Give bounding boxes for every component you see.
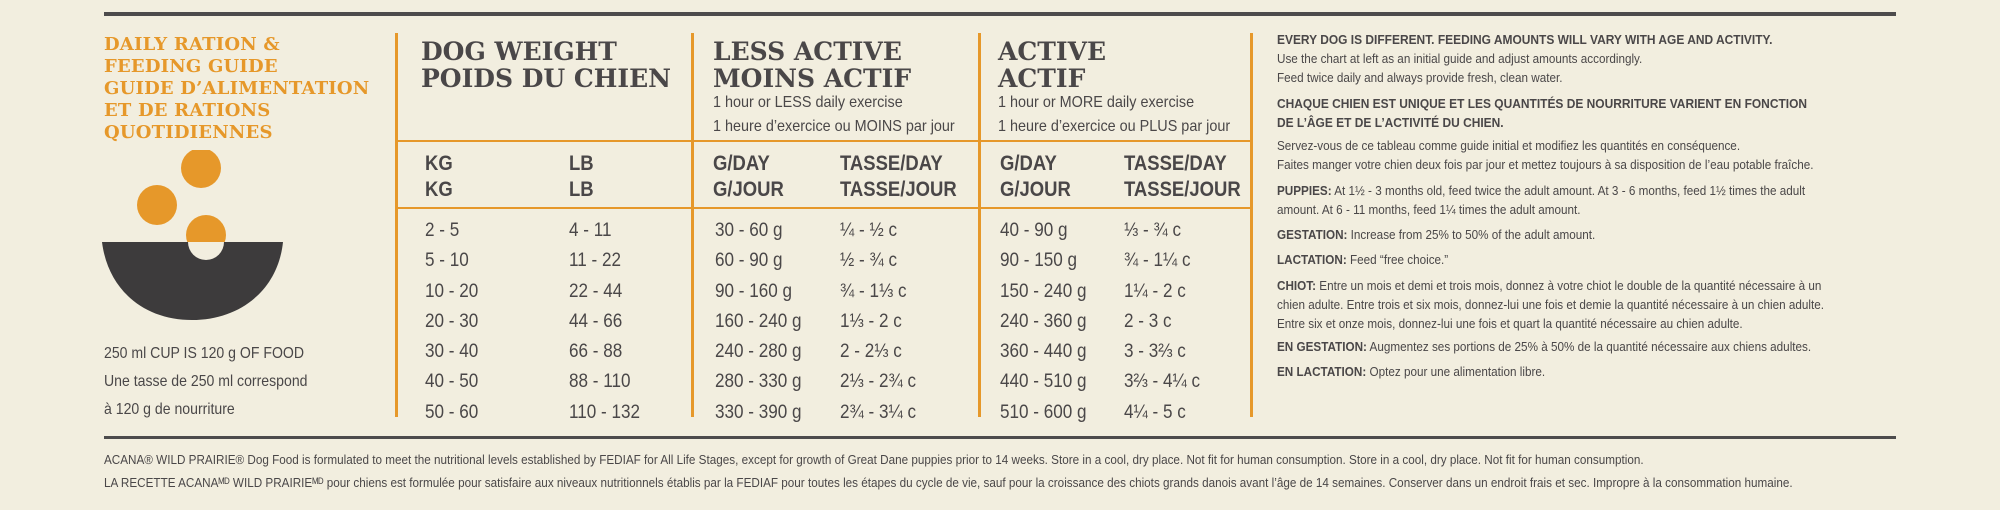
notes-life-stages-fr: CHIOT: Entre un mois et demi et trois mo…	[1277, 278, 1824, 379]
notes-fr: CHAQUE CHIEN EST UNIQUE ET LES QUANTITÉS…	[1277, 96, 1814, 172]
table-cell: 280 - 330 g	[715, 371, 802, 393]
table-cell: 20 - 30	[425, 310, 479, 332]
table-cell: 30 - 60 g	[715, 220, 783, 241]
column-divider	[395, 33, 398, 417]
notes-en: EVERY DOG IS DIFFERENT. FEEDING AMOUNTS …	[1277, 32, 1773, 85]
table-cell: 160 - 240 g	[715, 310, 802, 332]
table-cell: 11 - 22	[569, 250, 621, 272]
table-cell: 4 - 11	[569, 220, 612, 241]
table-cell: 60 - 90 g	[715, 250, 783, 272]
table-cell: 240 - 280 g	[715, 341, 802, 363]
table-cell: 22 - 44	[569, 280, 623, 302]
table-cell: ¾ - 1¼ c	[1124, 250, 1191, 272]
table-cell: 150 - 240 g	[1000, 280, 1087, 302]
table-cell: 240 - 360 g	[1000, 310, 1087, 332]
active-g-header: G/DAY G/JOUR	[1000, 152, 1071, 201]
cup-measure-note: 250 ml CUP IS 120 g OF FOOD Une tasse de…	[104, 345, 308, 418]
table-cell: 90 - 160 g	[715, 280, 793, 302]
legal-footer: ACANA® WILD PRAIRIE® Dog Food is formula…	[104, 452, 1793, 490]
table-cell: 50 - 60	[425, 401, 479, 423]
column-divider	[691, 33, 694, 417]
notes-life-stages-en: PUPPIES: At 1½ - 3 months old, feed twic…	[1277, 183, 1806, 267]
table-cell: 40 - 90 g	[1000, 220, 1068, 241]
table-cell: 3 - 3⅔ c	[1124, 341, 1186, 363]
less-active-grams: 30 - 60 g 60 - 90 g 90 - 160 g 160 - 240…	[715, 216, 811, 428]
active-subtitle: 1 hour or MORE daily exercise 1 heure d’…	[998, 94, 1231, 135]
less-active-subtitle: 1 hour or LESS daily exercise 1 heure d’…	[713, 94, 955, 135]
table-cell: 360 - 440 g	[1000, 341, 1087, 363]
table-cell: 2 - 2⅓ c	[840, 341, 902, 363]
less-active-g-header: G/DAY G/JOUR	[713, 152, 784, 201]
lb-header: LB LB	[569, 152, 594, 201]
table-cell: 5 - 10	[425, 250, 469, 272]
table-cell: 90 - 150 g	[1000, 250, 1078, 272]
table-cell: 2 - 5	[425, 220, 460, 241]
active-cup-header: TASSE/DAY TASSE/JOUR	[1124, 152, 1241, 201]
guide-title: DAILY RATION & FEEDING GUIDE GUIDE D’ALI…	[104, 34, 370, 143]
table-cell: 510 - 600 g	[1000, 401, 1087, 423]
table-cell: 1⅓ - 2 c	[840, 310, 902, 332]
less-active-cups: ¼ - ½ c ½ - ¾ c ¾ - 1⅓ c 1⅓ - 2 c 2 - 2⅓…	[840, 216, 925, 428]
column-divider	[1250, 33, 1253, 417]
less-active-cup-header: TASSE/DAY TASSE/JOUR	[840, 152, 957, 201]
table-cell: ¼ - ½ c	[840, 220, 898, 241]
header-rule	[395, 140, 1252, 142]
feeding-notes: EVERY DOG IS DIFFERENT. FEEDING AMOUNTS …	[1277, 30, 1897, 388]
table-cell: 30 - 40	[425, 341, 479, 363]
table-cell: 2⅓ - 2¾ c	[840, 371, 917, 393]
active-grams: 40 - 90 g 90 - 150 g 150 - 240 g 240 - 3…	[1000, 216, 1096, 428]
table-cell: 88 - 110	[569, 371, 631, 393]
kg-values: 2 - 5 5 - 10 10 - 20 20 - 30 30 - 40 40 …	[425, 216, 484, 428]
column-divider	[978, 33, 981, 417]
less-active-heading: LESS ACTIVE MOINS ACTIF	[713, 37, 912, 93]
table-cell: 440 - 510 g	[1000, 371, 1087, 393]
table-cell: ½ - ¾ c	[840, 250, 898, 272]
table-cell: 44 - 66	[569, 310, 623, 332]
top-rule	[104, 12, 1896, 16]
active-cups: ⅓ - ¾ c ¾ - 1¼ c 1¼ - 2 c 2 - 3 c 3 - 3⅔…	[1124, 216, 1209, 428]
table-cell: 4¼ - 5 c	[1124, 401, 1186, 423]
kg-header: KG KG	[425, 152, 453, 201]
table-cell: 2¾ - 3¼ c	[840, 401, 917, 423]
table-cell: 66 - 88	[569, 341, 623, 363]
lb-values: 4 - 11 11 - 22 22 - 44 44 - 66 66 - 88 8…	[569, 216, 648, 428]
table-cell: 2 - 3 c	[1124, 310, 1172, 332]
dog-weight-heading: DOG WEIGHT POIDS DU CHIEN	[421, 37, 672, 93]
table-cell: ¾ - 1⅓ c	[840, 280, 907, 302]
active-heading: ACTIVE ACTIF	[998, 37, 1107, 93]
table-cell: 330 - 390 g	[715, 401, 802, 423]
table-cell: ⅓ - ¾ c	[1124, 220, 1182, 241]
table-cell: 40 - 50	[425, 371, 479, 393]
units-rule	[395, 207, 1252, 209]
table-cell: 3⅔ - 4¼ c	[1124, 371, 1201, 393]
bottom-rule	[104, 436, 1896, 439]
food-bowl-icon	[102, 150, 283, 320]
table-cell: 110 - 132	[569, 401, 641, 423]
table-cell: 10 - 20	[425, 280, 479, 302]
table-cell: 1¼ - 2 c	[1124, 280, 1186, 302]
